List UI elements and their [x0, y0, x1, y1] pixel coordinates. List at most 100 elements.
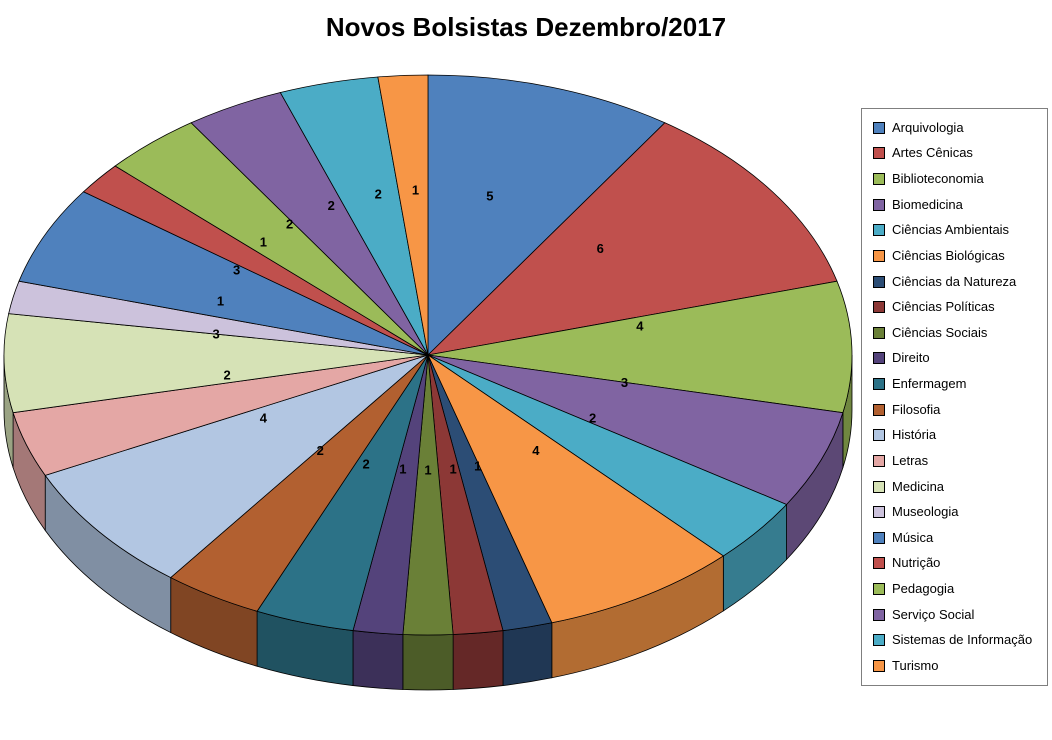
legend-swatch-icon: [873, 378, 885, 391]
legend-label: Filosofia: [892, 401, 941, 417]
legend-item: Direito: [873, 351, 1043, 365]
legend-item: Filosofia: [873, 401, 1043, 417]
legend-swatch-icon: [873, 634, 885, 647]
legend-item: Pedagogia: [873, 582, 1043, 596]
legend-label: Ciências da Natureza: [892, 273, 1017, 289]
slice-value-label: 2: [317, 443, 324, 458]
slice-value-label: 6: [597, 241, 604, 256]
pie-slice: [18, 191, 429, 356]
pie-slice: [44, 354, 429, 579]
legend-swatch-icon: [873, 608, 885, 621]
legend-item: Música: [873, 529, 1043, 545]
legend-item: Sistemas de Informação: [873, 633, 1043, 647]
legend-swatch-icon: [873, 454, 885, 467]
slice-value-label: 5: [486, 189, 493, 204]
legend-swatch-icon: [873, 301, 885, 314]
legend-swatch-icon: [873, 659, 885, 672]
legend-item: Serviço Social: [873, 606, 1043, 622]
legend-swatch-icon: [873, 249, 885, 262]
legend-label: Direito: [892, 350, 930, 366]
legend-item: Arquivologia: [873, 119, 1043, 135]
pie-slice: [427, 353, 725, 624]
pie-slice: [427, 280, 853, 414]
slice-value-label: 3: [233, 262, 240, 277]
legend-swatch-icon: [873, 224, 885, 237]
legend-item: Ciências Políticas: [873, 300, 1043, 314]
legend-label: Letras: [892, 452, 929, 468]
legend-swatch-icon: [873, 147, 885, 160]
pie-slice: [427, 74, 666, 356]
legend-swatch-icon: [873, 506, 885, 519]
chart-title: Novos Bolsistas Dezembro/2017: [325, 12, 727, 42]
slice-value-label: 2: [589, 411, 596, 426]
legend-item: Biblioteconomia: [873, 172, 1043, 186]
legend-item: Enfermagem: [873, 377, 1043, 391]
legend: Arquivologia Artes Cênicas Biblioteconomia…: [861, 108, 1048, 686]
pie-slice: [426, 122, 838, 356]
pie-slice-side: [352, 630, 404, 690]
legend-item: Museologia: [873, 505, 1043, 519]
slice-value-label: 2: [375, 186, 382, 201]
slice-value-label: 3: [621, 375, 628, 390]
slice-value-label: 1: [399, 462, 406, 477]
legend-item: Ciências Sociais: [873, 324, 1043, 340]
legend-swatch-icon: [873, 352, 885, 365]
legend-label: Enfermagem: [892, 376, 967, 392]
legend-label: Museologia: [892, 504, 959, 520]
legend-item: Biomedicina: [873, 196, 1043, 212]
legend-item: Ciências Biológicas: [873, 247, 1043, 263]
legend-label: Ciências Biológicas: [892, 247, 1005, 263]
legend-label: Biomedicina: [892, 196, 963, 212]
slice-value-label: 2: [328, 198, 335, 213]
slice-value-label: 1: [474, 459, 481, 474]
legend-label: Medicina: [892, 478, 945, 494]
legend-item: Ciências Ambientais: [873, 223, 1043, 237]
legend-item: Ciências da Natureza: [873, 273, 1043, 289]
slice-value-label: 4: [260, 411, 268, 426]
legend-item: História: [873, 428, 1043, 442]
legend-label: Ciências Sociais: [892, 324, 988, 340]
pie-slice: [377, 74, 429, 356]
slice-value-label: 1: [412, 183, 419, 198]
legend-item: Nutrição: [873, 556, 1043, 570]
legend-item: Turismo: [873, 657, 1043, 673]
legend-label: Ciências Ambientais: [892, 222, 1010, 238]
legend-label: Sistemas de Informação: [892, 632, 1033, 648]
slice-value-label: 1: [260, 234, 267, 249]
legend-label: Arquivologia: [892, 119, 964, 135]
slice-value-label: 4: [636, 318, 644, 333]
legend-swatch-icon: [873, 198, 885, 211]
legend-swatch-icon: [873, 275, 885, 288]
legend-label: Biblioteconomia: [892, 171, 984, 187]
slice-value-label: 1: [449, 462, 456, 477]
pie-slice: [427, 354, 844, 505]
pie-slice-side: [502, 622, 553, 687]
slice-value-label: 2: [286, 216, 293, 231]
legend-label: Serviço Social: [892, 606, 975, 622]
pie-slice: [3, 313, 429, 414]
pie-slice-side: [402, 634, 454, 691]
legend-label: História: [892, 427, 937, 443]
legend-item: Medicina: [873, 478, 1043, 494]
legend-label: Música: [892, 529, 934, 545]
legend-swatch-icon: [873, 583, 885, 596]
legend-swatch-icon: [873, 121, 885, 134]
legend-swatch-icon: [873, 480, 885, 493]
slice-value-label: 2: [362, 456, 369, 471]
pie-slice-side: [452, 630, 504, 690]
legend-label: Ciências Políticas: [892, 299, 995, 315]
legend-label: Turismo: [892, 657, 939, 673]
legend-label: Pedagogia: [892, 581, 955, 597]
legend-item: Artes Cênicas: [873, 146, 1043, 160]
legend-swatch-icon: [873, 531, 885, 544]
legend-swatch-icon: [873, 403, 885, 416]
legend-item: Letras: [873, 452, 1043, 468]
slice-value-label: 3: [212, 327, 219, 342]
legend-label: Artes Cênicas: [892, 145, 973, 161]
legend-swatch-icon: [873, 173, 885, 186]
slice-value-label: 2: [224, 367, 231, 382]
legend-swatch-icon: [873, 429, 885, 442]
legend-label: Nutrição: [892, 555, 941, 571]
legend-swatch-icon: [873, 326, 885, 339]
